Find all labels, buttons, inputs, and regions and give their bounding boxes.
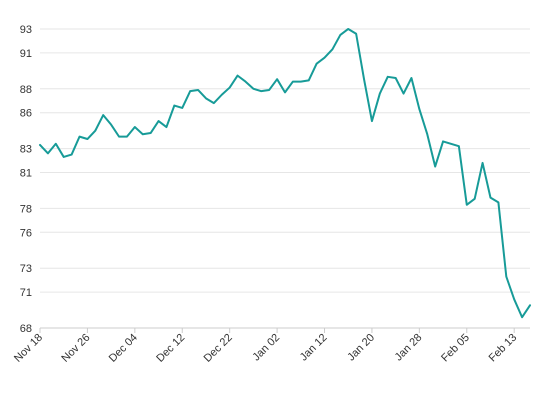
data-point bbox=[180, 105, 185, 110]
data-point bbox=[85, 137, 90, 142]
x-tick-label: Jan 12 bbox=[298, 332, 330, 364]
data-point bbox=[211, 101, 216, 106]
data-point bbox=[528, 303, 533, 308]
data-point bbox=[259, 89, 264, 94]
data-point bbox=[369, 119, 374, 124]
x-tick-label: Nov 26 bbox=[59, 332, 92, 365]
data-point bbox=[441, 139, 446, 144]
data-point bbox=[346, 26, 351, 31]
data-point bbox=[520, 315, 525, 320]
x-tick-label: Dec 22 bbox=[202, 332, 235, 365]
data-point bbox=[330, 47, 335, 52]
data-point bbox=[314, 61, 319, 66]
data-point bbox=[172, 103, 177, 108]
data-point bbox=[164, 125, 169, 130]
x-tick-label: Dec 12 bbox=[154, 332, 187, 365]
x-tick-label: Jan 28 bbox=[393, 332, 425, 364]
data-point bbox=[251, 86, 256, 91]
data-point bbox=[61, 154, 66, 159]
data-point bbox=[203, 96, 208, 101]
data-point bbox=[377, 91, 382, 96]
y-tick-label: 83 bbox=[20, 144, 32, 156]
data-point bbox=[322, 55, 327, 60]
data-point bbox=[69, 152, 74, 157]
data-point bbox=[188, 89, 193, 94]
y-tick-label: 76 bbox=[20, 227, 32, 239]
data-point bbox=[235, 73, 240, 78]
y-tick-label: 91 bbox=[20, 48, 32, 60]
data-point bbox=[117, 134, 122, 139]
data-point bbox=[401, 91, 406, 96]
data-point bbox=[306, 78, 311, 83]
data-point bbox=[504, 274, 509, 279]
x-tick-label: Feb 13 bbox=[487, 332, 520, 365]
x-axis: Nov 18 Nov 26 Dec 04 Dec 12 Dec 22 Jan 02 Jan … bbox=[12, 327, 530, 365]
data-point bbox=[77, 134, 82, 139]
data-point bbox=[496, 200, 501, 205]
data-point bbox=[156, 119, 161, 124]
data-point bbox=[417, 107, 422, 112]
data-point bbox=[480, 160, 485, 165]
data-point bbox=[227, 85, 232, 90]
data-point bbox=[109, 122, 114, 127]
data-point bbox=[140, 132, 145, 137]
data-point bbox=[385, 74, 390, 79]
data-point bbox=[338, 32, 343, 37]
y-tick-label: 88 bbox=[20, 84, 32, 96]
data-point bbox=[243, 79, 248, 84]
data-point bbox=[433, 164, 438, 169]
data-point bbox=[101, 113, 106, 118]
data-point bbox=[464, 202, 469, 207]
x-tick-label: Jan 02 bbox=[250, 332, 282, 364]
data-point bbox=[393, 76, 398, 81]
series-line bbox=[39, 27, 531, 319]
x-tick-label: Feb 05 bbox=[439, 332, 472, 365]
data-point bbox=[219, 92, 224, 97]
y-tick-label: 71 bbox=[20, 287, 32, 299]
data-point bbox=[38, 142, 43, 147]
x-tick-label: Nov 18 bbox=[12, 332, 45, 365]
data-point bbox=[456, 144, 461, 149]
y-tick-label: 78 bbox=[20, 203, 32, 215]
data-point bbox=[148, 131, 153, 136]
data-point bbox=[196, 87, 201, 92]
data-point bbox=[298, 79, 303, 84]
y-tick-label: 93 bbox=[20, 24, 32, 36]
data-point bbox=[93, 128, 98, 133]
y-tick-label: 81 bbox=[20, 168, 32, 180]
data-point bbox=[283, 90, 288, 95]
data-point bbox=[425, 132, 430, 137]
grid-lines bbox=[40, 28, 530, 293]
y-tick-label: 68 bbox=[20, 323, 32, 335]
data-point bbox=[512, 297, 517, 302]
data-point bbox=[354, 31, 359, 36]
data-point bbox=[409, 76, 414, 81]
data-point bbox=[472, 196, 477, 201]
y-tick-label: 73 bbox=[20, 263, 32, 275]
data-point bbox=[290, 79, 295, 84]
data-point bbox=[267, 87, 272, 92]
data-point bbox=[448, 141, 453, 146]
y-axis: 68 71 73 76 78 81 83 86 88 91 93 bbox=[20, 24, 32, 335]
data-point bbox=[275, 77, 280, 82]
y-tick-label: 86 bbox=[20, 108, 32, 120]
data-point bbox=[45, 151, 50, 156]
x-tick-label: Dec 04 bbox=[107, 332, 140, 365]
data-point bbox=[132, 125, 137, 130]
data-point bbox=[488, 195, 493, 200]
data-point bbox=[53, 141, 58, 146]
data-point bbox=[362, 77, 367, 82]
data-point bbox=[124, 134, 129, 139]
x-tick-label: Jan 20 bbox=[345, 332, 377, 364]
series-layer bbox=[38, 26, 533, 320]
